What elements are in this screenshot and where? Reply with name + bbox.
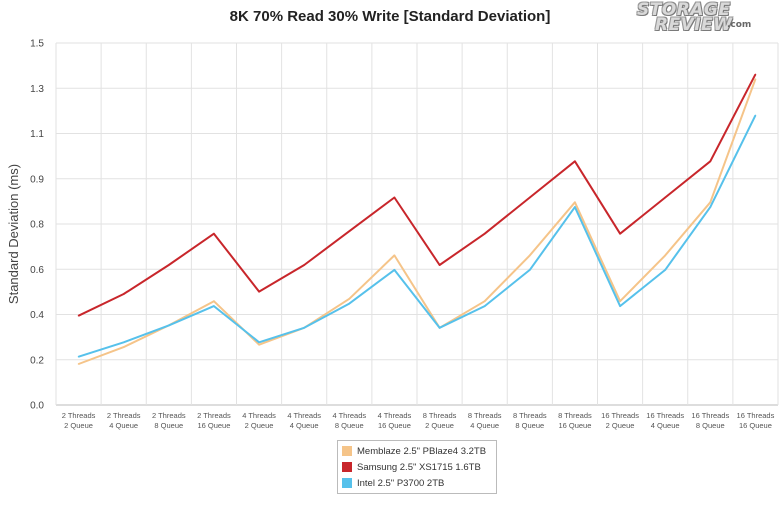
- data-point: [348, 298, 351, 300]
- chart-title: 8K 70% Read 30% Write [Standard Deviatio…: [229, 8, 551, 25]
- data-point: [574, 206, 576, 208]
- data-point: [619, 300, 621, 303]
- data-point: [754, 78, 757, 80]
- data-point: [213, 305, 215, 307]
- legend-label: Intel 2.5" P3700 2TB: [357, 477, 445, 489]
- data-point: [258, 341, 260, 344]
- x-tick-label: 16 Threads 8 Queue: [691, 411, 729, 430]
- grid-lines: [55, 42, 779, 406]
- data-point: [213, 300, 215, 303]
- y-tick-label: 0.4: [30, 310, 44, 321]
- x-tick-label: 4 Threads 8 Queue: [332, 411, 366, 430]
- y-tick-label: 1.3: [30, 84, 44, 95]
- legend-swatch: [342, 462, 352, 472]
- legend-item: Samsung 2.5" XS1715 1.6TB: [342, 459, 492, 475]
- x-tick-label: 16 Threads 2 Queue: [601, 411, 639, 430]
- data-point: [258, 343, 260, 346]
- data-point: [483, 300, 486, 303]
- data-point: [529, 196, 531, 199]
- storage-review-logo: STORAGE REVIEW .com: [633, 0, 773, 38]
- legend-label: Memblaze 2.5" PBlaze4 3.2TB: [357, 445, 487, 457]
- data-point: [664, 269, 666, 271]
- data-point: [77, 355, 80, 358]
- y-tick-labels: 0.0 0.2 0.4 0.6 0.8 0.9 1.1 1.3 1.5: [30, 39, 44, 412]
- y-tick-label: 0.8: [30, 220, 44, 231]
- x-tick-label: 8 Threads 8 Queue: [513, 411, 547, 430]
- data-point: [213, 232, 215, 235]
- data-point: [483, 305, 486, 307]
- data-point: [709, 206, 712, 208]
- data-point: [303, 264, 305, 266]
- legend-swatch: [342, 446, 352, 456]
- data-point: [77, 314, 80, 317]
- legend-label: Samsung 2.5" XS1715 1.6TB: [357, 461, 481, 473]
- x-tick-label: 16 Threads 16 Queue: [737, 411, 775, 430]
- x-tick-label: 8 Threads 2 Queue: [423, 411, 457, 430]
- data-point: [529, 269, 531, 271]
- data-point: [664, 254, 666, 257]
- y-tick-label: 0.9: [30, 174, 44, 185]
- data-point: [122, 293, 125, 295]
- data-point: [77, 363, 80, 365]
- data-point: [574, 160, 576, 163]
- data-point: [754, 73, 757, 76]
- data-point: [303, 326, 305, 329]
- x-tick-label: 2 Threads 4 Queue: [107, 411, 141, 430]
- y-tick-label: 1.5: [30, 39, 44, 50]
- x-tick-label: 2 Threads 8 Queue: [152, 411, 186, 430]
- data-point: [438, 264, 441, 266]
- legend: Memblaze 2.5" PBlaze4 3.2TB Samsung 2.5" …: [337, 440, 497, 494]
- series-lines: [77, 73, 757, 365]
- x-tick-label: 2 Threads 16 Queue: [197, 411, 231, 430]
- data-point: [348, 302, 351, 305]
- x-tick-label: 2 Threads 2 Queue: [62, 411, 96, 430]
- x-tick-label: 16 Threads 4 Queue: [646, 411, 684, 430]
- x-tick-label: 8 Threads 16 Queue: [558, 411, 592, 430]
- series-line-0: [78, 78, 757, 365]
- logo-text-line1: STORAGE: [637, 0, 731, 20]
- x-tick-label: 8 Threads 4 Queue: [468, 411, 502, 430]
- x-tick-label: 4 Threads 4 Queue: [287, 411, 321, 430]
- data-point: [664, 196, 666, 199]
- data-point: [619, 232, 621, 235]
- y-axis-label: Standard Deviation (ms): [6, 164, 21, 304]
- data-point: [168, 264, 170, 266]
- data-point: [393, 196, 396, 199]
- y-tick-label: 1.1: [30, 129, 44, 140]
- logo-text-line2: REVIEW: [655, 15, 733, 35]
- data-point: [122, 346, 125, 348]
- legend-item: Intel 2.5" P3700 2TB: [342, 475, 492, 491]
- legend-item: Memblaze 2.5" PBlaze4 3.2TB: [342, 443, 492, 459]
- data-point: [438, 326, 441, 329]
- data-point: [709, 160, 712, 163]
- y-tick-label: 0.6: [30, 265, 44, 276]
- x-tick-label: 4 Threads 16 Queue: [378, 411, 412, 430]
- data-point: [348, 230, 351, 233]
- x-tick-labels: 2 Threads 2 Queue 2 Threads 4 Queue 2 Thread…: [62, 411, 775, 430]
- series-line-1: [78, 73, 757, 317]
- data-point: [754, 114, 757, 117]
- y-tick-label: 0.2: [30, 355, 44, 366]
- data-point: [483, 232, 486, 235]
- series-line-2: [78, 114, 757, 358]
- data-point: [122, 341, 125, 344]
- data-point: [709, 201, 712, 204]
- legend-swatch: [342, 478, 352, 488]
- data-point: [168, 324, 170, 327]
- data-point: [619, 305, 621, 307]
- data-point: [529, 254, 531, 257]
- data-point: [574, 201, 576, 204]
- data-point: [393, 269, 396, 271]
- data-point: [258, 290, 260, 293]
- x-tick-label: 4 Threads 2 Queue: [242, 411, 276, 430]
- y-tick-label: 0.0: [30, 401, 44, 412]
- logo-text-suffix: .com: [727, 20, 752, 30]
- data-point: [393, 254, 396, 257]
